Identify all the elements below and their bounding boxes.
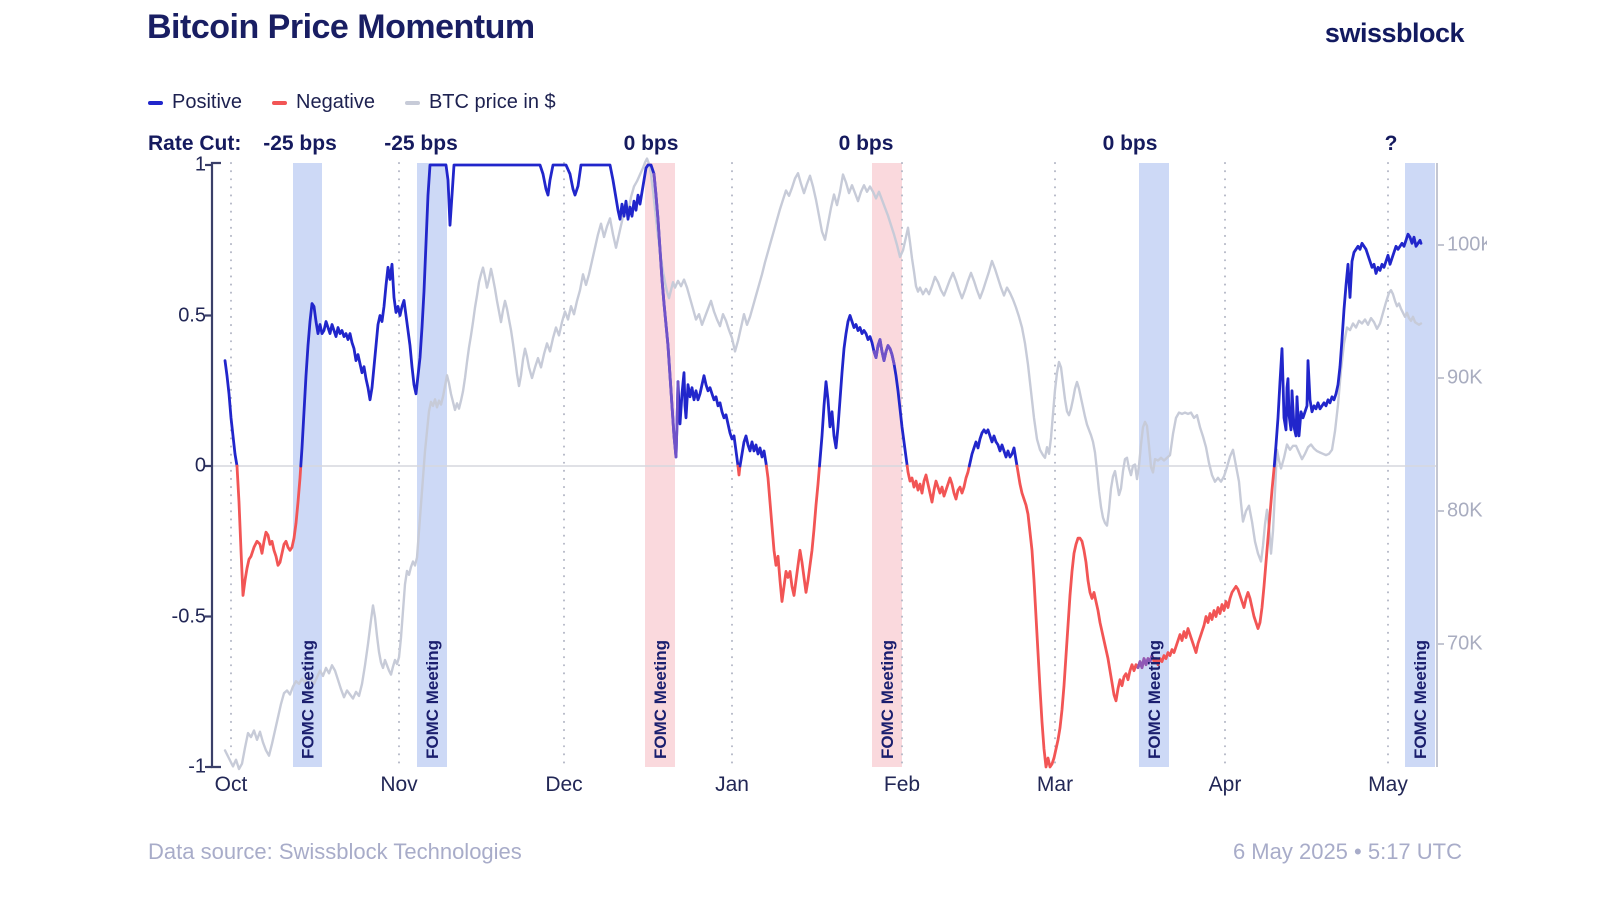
left-axis-label: 0 bbox=[194, 454, 206, 477]
legend-label: Negative bbox=[296, 91, 375, 113]
momentum-negative-line bbox=[905, 464, 971, 504]
momentum-positive-line bbox=[299, 163, 740, 468]
rate-cut-label: -25 bps bbox=[263, 132, 337, 155]
legend-item-negative: Negative bbox=[272, 91, 375, 114]
x-axis-month-label: Nov bbox=[380, 773, 418, 796]
legend-item-positive: Positive bbox=[148, 91, 242, 114]
momentum-negative-line bbox=[235, 464, 303, 597]
legend-item-btc-price: BTC price in $ bbox=[404, 91, 556, 114]
fomc-meeting-label: FOMC Meeting bbox=[651, 640, 670, 759]
x-axis-month-label: Mar bbox=[1036, 773, 1074, 796]
positive-dash-icon bbox=[148, 100, 163, 105]
btc-dash-icon bbox=[404, 100, 420, 105]
rate-cut-row-prefix: Rate Cut: bbox=[148, 132, 242, 155]
timestamp: 6 May 2025 • 5:17 UTC bbox=[1232, 839, 1462, 864]
negative-dash-icon bbox=[272, 100, 288, 105]
right-axis-label: 70K bbox=[1447, 632, 1483, 655]
momentum-blend-line bbox=[652, 172, 680, 459]
momentum-positive-line bbox=[1272, 232, 1423, 468]
momentum-blend-line bbox=[872, 338, 896, 366]
rate-cut-label: -25 bps bbox=[384, 132, 458, 155]
rate-cut-label: 0 bps bbox=[623, 132, 679, 155]
fomc-band bbox=[417, 163, 447, 767]
x-axis-month-label: May bbox=[1368, 773, 1408, 796]
x-axis-month-label: Feb bbox=[883, 773, 921, 796]
momentum-positive-line bbox=[738, 434, 768, 468]
left-axis-label: -1 bbox=[188, 755, 206, 778]
x-axis-month-label: Apr bbox=[1208, 773, 1242, 796]
momentum-positive-line bbox=[223, 359, 239, 468]
page-title: Bitcoin Price Momentum bbox=[147, 8, 535, 46]
x-axis-month-label: Oct bbox=[214, 773, 248, 796]
right-axis-label: 80K bbox=[1447, 499, 1483, 522]
right-axis-label: 90K bbox=[1447, 366, 1483, 389]
left-axis-label: 0.5 bbox=[178, 304, 206, 326]
momentum-positive-line bbox=[967, 428, 1019, 468]
left-axis-label: -0.5 bbox=[171, 605, 206, 627]
rate-cut-label: 0 bps bbox=[838, 132, 894, 155]
momentum-negative-line bbox=[736, 464, 742, 477]
chart-legend: Positive Negative BTC price in $ bbox=[148, 91, 556, 114]
fomc-meeting-label: FOMC Meeting bbox=[1145, 640, 1164, 759]
fomc-meeting-label: FOMC Meeting bbox=[878, 640, 897, 759]
legend-label: Positive bbox=[172, 91, 243, 113]
momentum-negative-line bbox=[765, 464, 821, 603]
rate-cut-label: 0 bps bbox=[1102, 132, 1158, 155]
fomc-meeting-label: FOMC Meeting bbox=[299, 640, 318, 759]
x-axis-month-label: Jan bbox=[715, 773, 749, 796]
swissblock-logo: swissblock bbox=[1324, 18, 1465, 48]
right-axis-label: 100K bbox=[1447, 233, 1487, 256]
btc-price-line bbox=[223, 157, 1423, 771]
fomc-meeting-label: FOMC Meeting bbox=[1411, 640, 1430, 759]
fomc-band bbox=[1405, 163, 1435, 767]
momentum-blend-line bbox=[1136, 654, 1154, 670]
data-source-note: Data source: Swissblock Technologies bbox=[148, 839, 522, 864]
fomc-band bbox=[872, 163, 902, 767]
fomc-band bbox=[293, 163, 322, 767]
left-axis-label: 1 bbox=[194, 153, 206, 176]
rate-cut-label: ? bbox=[1384, 132, 1398, 155]
left-axis bbox=[210, 161, 221, 769]
x-axis-month-label: Dec bbox=[545, 773, 583, 796]
legend-label: BTC price in $ bbox=[428, 91, 556, 113]
fomc-meeting-label: FOMC Meeting bbox=[423, 640, 442, 759]
